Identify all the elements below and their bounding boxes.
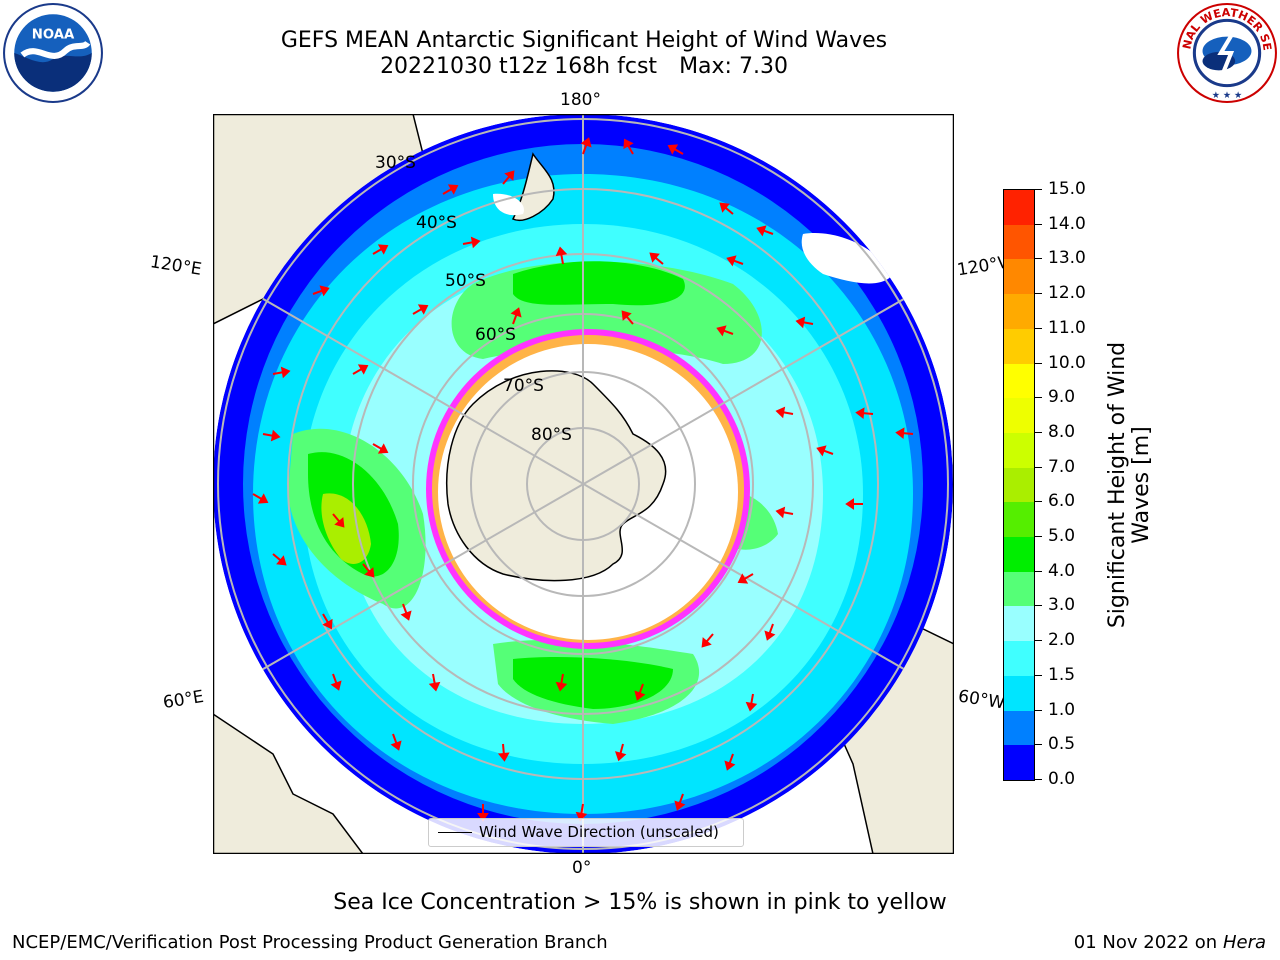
map-panel: 30°S 40°S 50°S 60°S 70°S 80°S	[213, 114, 954, 854]
colorbar-tick	[1034, 744, 1042, 746]
credit-text: NCEP/EMC/Verification Post Processing Pr…	[12, 932, 608, 953]
colorbar-segment	[1004, 675, 1034, 711]
map-legend: Wind Wave Direction (unscaled)	[428, 818, 744, 847]
colorbar-tick-label: 3.0	[1048, 595, 1076, 616]
colorbar-tick-label: 6.0	[1048, 491, 1076, 512]
noaa-logo-text: NOAA	[32, 28, 75, 43]
date-text: 01 Nov 2022 on	[1073, 932, 1218, 953]
lat-label-40s: 40°S	[416, 213, 457, 233]
sea-ice-note: Sea Ice Concentration > 15% is shown in …	[333, 890, 947, 915]
lat-label-80s: 80°S	[531, 425, 572, 445]
colorbar-tick	[1034, 189, 1042, 190]
colorbar-tick-label: 14.0	[1048, 213, 1086, 234]
noaa-logo: NOAA	[3, 3, 103, 103]
colorbar-segment	[1004, 259, 1034, 295]
legend-line-swatch	[438, 832, 472, 833]
colorbar-segment	[1004, 537, 1034, 572]
colorbar-tick	[1034, 709, 1042, 711]
colorbar-tick	[1034, 466, 1042, 468]
colorbar-title: Significant Height of Wind Waves [m]	[1105, 341, 1154, 629]
colorbar-tick-label: 4.0	[1048, 560, 1076, 581]
colorbar-tick	[1034, 779, 1042, 780]
colorbar-tick	[1034, 431, 1042, 433]
colorbar-tick-label: 1.0	[1048, 699, 1076, 720]
colorbar-tick-label: 1.5	[1048, 664, 1076, 685]
colorbar	[1003, 189, 1035, 781]
colorbar-tick-label: 7.0	[1048, 456, 1076, 477]
legend-label: Wind Wave Direction (unscaled)	[479, 823, 719, 841]
colorbar-tick	[1034, 605, 1042, 607]
colorbar-tick-label: 15.0	[1048, 179, 1086, 199]
colorbar-segment	[1004, 571, 1034, 607]
colorbar-tick	[1034, 674, 1042, 676]
colorbar-segment	[1004, 328, 1034, 364]
colorbar-segment	[1004, 641, 1034, 676]
colorbar-segment	[1004, 294, 1034, 329]
nws-logo: NATIONAL WEATHER SERVICE ★ ★ ★	[1176, 2, 1277, 103]
colorbar-tick	[1034, 397, 1042, 399]
colorbar-tick-label: 0.5	[1048, 734, 1076, 755]
africa-land	[213, 713, 364, 854]
colorbar-tick-label: 0.0	[1048, 769, 1076, 789]
lon-label-0: 0°	[572, 858, 592, 878]
lon-label-60w: 60°W	[956, 686, 1007, 714]
colorbar-segment	[1004, 467, 1034, 503]
lon-label-120e: 120°E	[148, 252, 203, 280]
max-value: Max: 7.30	[679, 54, 788, 79]
new-zealand-land	[511, 152, 555, 221]
map-subtitle: 20221030 t12z 168h fcst Max: 7.30	[0, 54, 1168, 80]
wind-wave-arrows	[252, 137, 914, 822]
lat-label-50s: 50°S	[445, 271, 486, 291]
colorbar-tick	[1034, 640, 1042, 642]
map-title: GEFS MEAN Antarctic Significant Height o…	[280, 28, 888, 53]
colorbar-tick-label: 13.0	[1048, 248, 1086, 269]
colorbar-segment	[1004, 398, 1034, 433]
colorbar-tick	[1034, 293, 1042, 295]
colorbar-tick	[1034, 536, 1042, 538]
colorbar-tick	[1034, 223, 1042, 225]
lat-label-30s: 30°S	[375, 153, 416, 173]
colorbar-tick	[1034, 327, 1042, 329]
colorbar-tick-label: 5.0	[1048, 526, 1076, 547]
colorbar-segment	[1004, 363, 1034, 399]
generation-date: 01 Nov 2022 on Hera	[1074, 932, 1266, 954]
colorbar-tick	[1034, 570, 1042, 572]
lat-label-70s: 70°S	[503, 376, 544, 396]
colorbar-tick-label: 10.0	[1048, 352, 1086, 373]
lon-label-180: 180°	[560, 90, 601, 110]
colorbar-segment	[1004, 745, 1034, 780]
colorbar-segment	[1004, 606, 1034, 642]
colorbar-segment	[1004, 710, 1034, 746]
colorbar-segment	[1004, 224, 1034, 260]
colorbar-tick-label: 9.0	[1048, 387, 1076, 408]
forecast-run: 20221030 t12z 168h fcst	[380, 54, 658, 79]
colorbar-tick	[1034, 362, 1042, 364]
machine-name: Hera	[1222, 932, 1266, 953]
colorbar-segment	[1004, 190, 1034, 225]
colorbar-segment	[1004, 502, 1034, 538]
colorbar-tick	[1034, 258, 1042, 260]
colorbar-tick-label: 2.0	[1048, 630, 1076, 651]
colorbar-tick-label: 11.0	[1048, 317, 1086, 338]
lon-label-60e: 60°E	[161, 686, 206, 714]
colorbar-segment	[1004, 432, 1034, 468]
colorbar-tick-label: 8.0	[1048, 421, 1076, 442]
svg-text:★ ★ ★: ★ ★ ★	[1212, 90, 1243, 101]
colorbar-tick	[1034, 501, 1042, 503]
colorbar-tick-label: 12.0	[1048, 283, 1086, 304]
lat-label-60s: 60°S	[475, 325, 516, 345]
